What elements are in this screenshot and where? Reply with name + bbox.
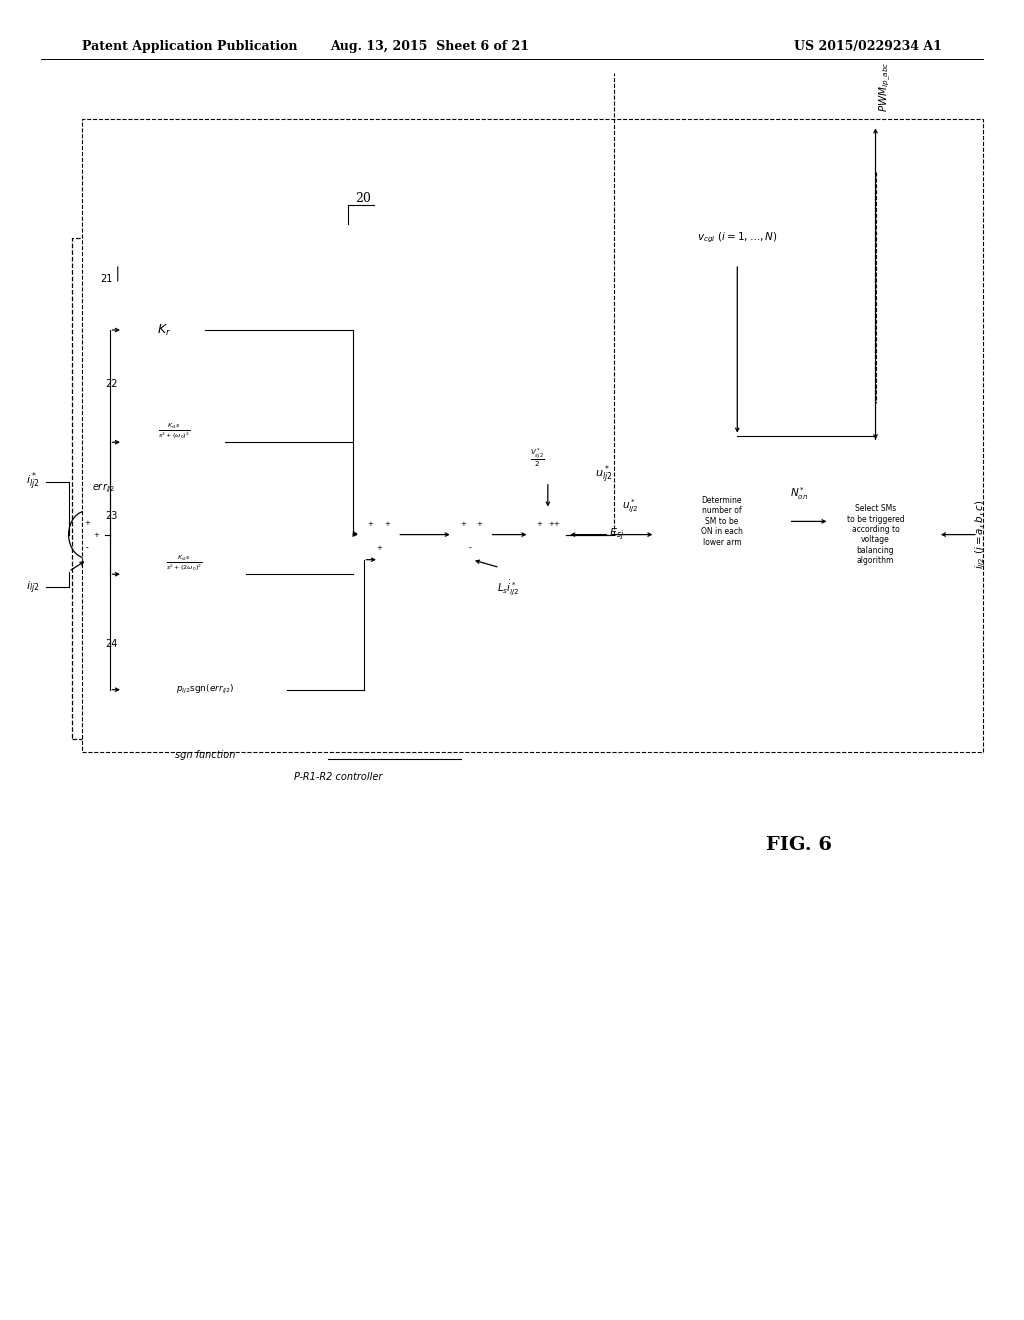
Text: +: + xyxy=(548,521,554,527)
Text: Patent Application Publication: Patent Application Publication xyxy=(82,40,297,53)
Text: $E_{sj}$: $E_{sj}$ xyxy=(609,527,625,543)
FancyBboxPatch shape xyxy=(814,442,937,627)
Text: sgn function: sgn function xyxy=(175,750,234,760)
Text: +: + xyxy=(476,521,482,527)
Text: $p_{lj2}\mathrm{sgn}(err_{lj2})$: $p_{lj2}\mathrm{sgn}(err_{lj2})$ xyxy=(175,684,234,696)
Text: FIG. 6: FIG. 6 xyxy=(766,836,831,854)
Text: $PWM_{lp\_abc}$: $PWM_{lp\_abc}$ xyxy=(879,62,893,112)
Text: $i^*_{lj2}$: $i^*_{lj2}$ xyxy=(26,471,40,492)
Text: 22: 22 xyxy=(105,379,118,389)
Text: $v_{cgi}\ (i=1,\ldots,N)$: $v_{cgi}\ (i=1,\ldots,N)$ xyxy=(697,231,777,244)
Text: +: + xyxy=(537,521,543,527)
FancyBboxPatch shape xyxy=(123,528,246,620)
Text: $K_r$: $K_r$ xyxy=(157,322,171,338)
FancyBboxPatch shape xyxy=(123,653,287,726)
Text: +: + xyxy=(384,521,390,527)
Text: Aug. 13, 2015  Sheet 6 of 21: Aug. 13, 2015 Sheet 6 of 21 xyxy=(331,40,529,53)
FancyBboxPatch shape xyxy=(82,119,983,752)
Text: Determine
number of
SM to be
ON in each
lower arm: Determine number of SM to be ON in each … xyxy=(701,496,742,546)
FancyBboxPatch shape xyxy=(123,396,225,488)
Text: +: + xyxy=(460,521,466,527)
Text: $L_s \dot{i}^*_{lj2}$: $L_s \dot{i}^*_{lj2}$ xyxy=(497,578,519,597)
FancyBboxPatch shape xyxy=(655,455,788,587)
Text: +: + xyxy=(368,521,374,527)
Text: +: + xyxy=(376,545,382,550)
Text: $\frac{K_{r1}s}{s^2+(\omega_0)^2}$: $\frac{K_{r1}s}{s^2+(\omega_0)^2}$ xyxy=(158,422,190,441)
Text: +: + xyxy=(553,521,559,527)
Text: $\frac{V^*_{sj2}}{2}$: $\frac{V^*_{sj2}}{2}$ xyxy=(530,446,545,469)
Text: $N^*_{on}$: $N^*_{on}$ xyxy=(790,484,808,502)
Text: 24: 24 xyxy=(105,639,118,649)
Text: $err_{lj2}$: $err_{lj2}$ xyxy=(92,482,116,495)
Text: $u_{lj2}^*$: $u_{lj2}^*$ xyxy=(622,498,638,515)
Text: P-R1-R2 controller: P-R1-R2 controller xyxy=(294,772,382,783)
Text: $i_{lj2}\ (j=a,b,c)$: $i_{lj2}\ (j=a,b,c)$ xyxy=(974,500,988,569)
Text: US 2015/0229234 A1: US 2015/0229234 A1 xyxy=(795,40,942,53)
Text: $i_{lj2}$: $i_{lj2}$ xyxy=(26,579,40,595)
Text: -: - xyxy=(86,544,88,552)
Text: 23: 23 xyxy=(105,511,118,521)
Text: 20: 20 xyxy=(355,191,372,205)
FancyBboxPatch shape xyxy=(123,290,205,370)
Text: $\frac{K_{r2}s}{s^2+(2\omega_0)^2}$: $\frac{K_{r2}s}{s^2+(2\omega_0)^2}$ xyxy=(166,554,203,573)
Text: -: - xyxy=(469,544,471,552)
Text: 21: 21 xyxy=(100,273,113,284)
Text: +: + xyxy=(93,532,99,537)
Text: +: + xyxy=(84,520,90,525)
Text: $u^*_{lj2}$: $u^*_{lj2}$ xyxy=(595,465,613,486)
FancyBboxPatch shape xyxy=(72,238,604,739)
Text: Select SMs
to be triggered
according to
voltage
balancing
algorithm: Select SMs to be triggered according to … xyxy=(847,504,904,565)
